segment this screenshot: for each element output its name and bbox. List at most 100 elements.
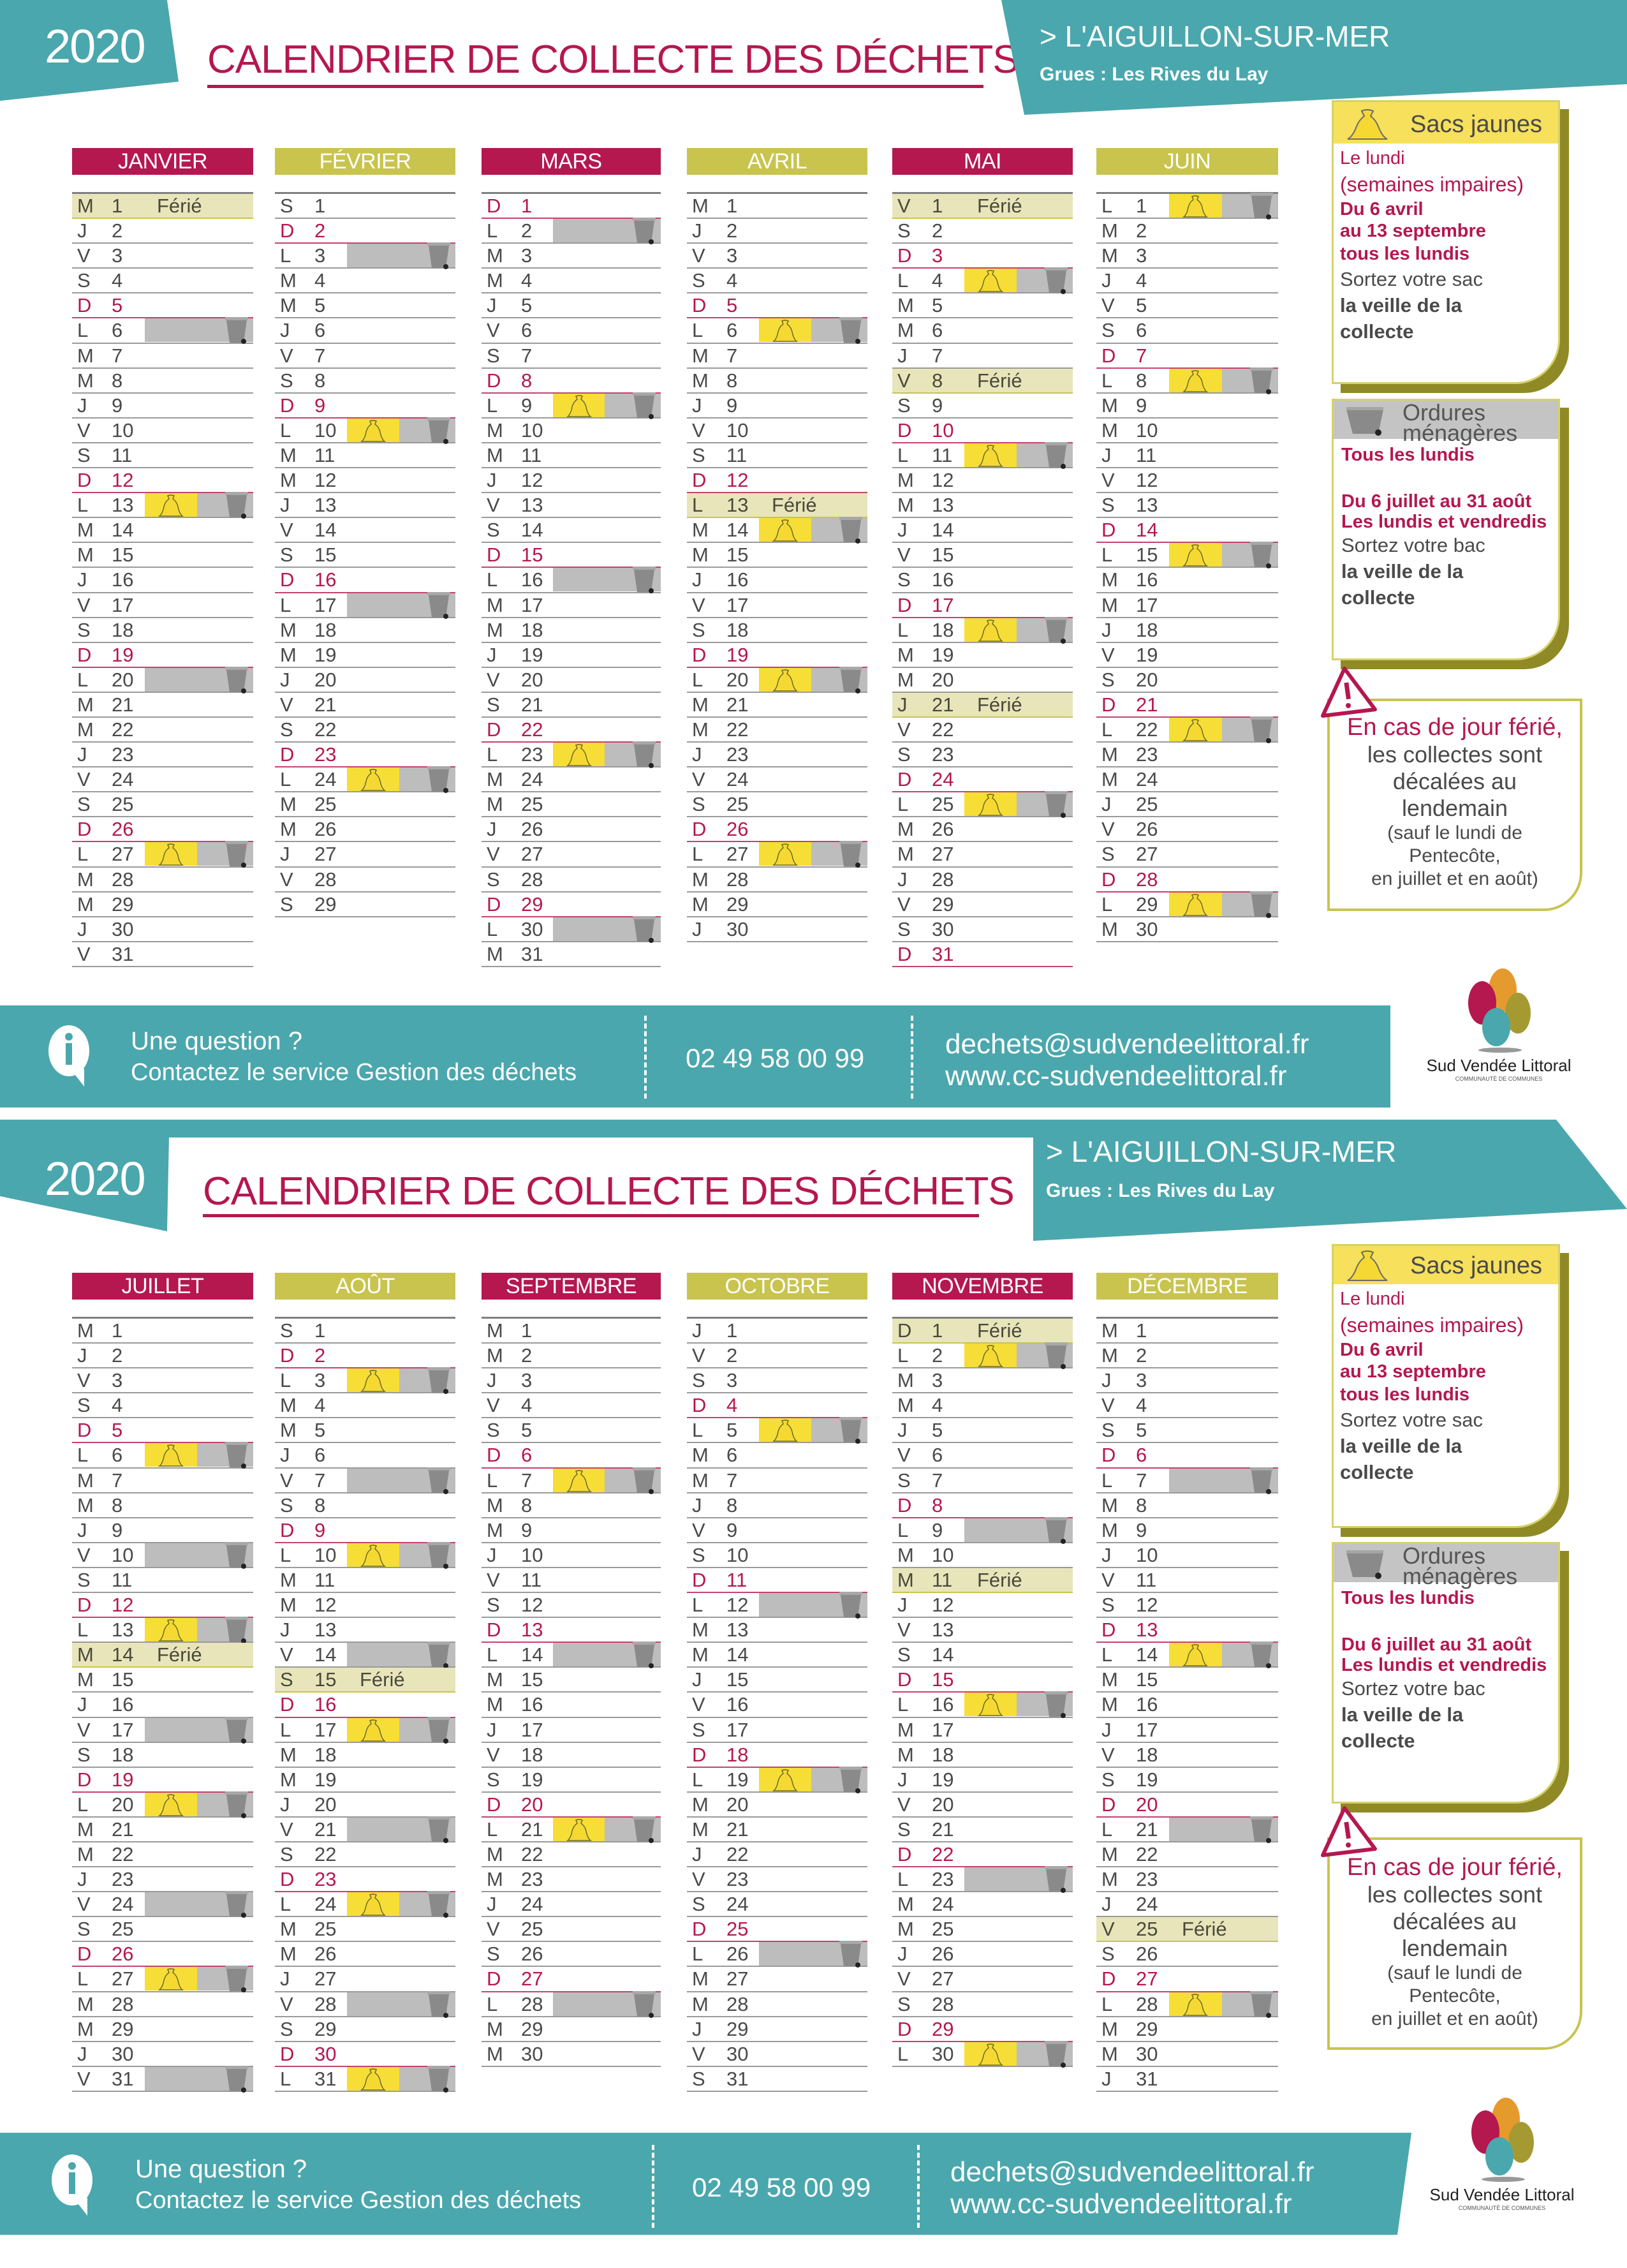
- footer-website-link[interactable]: www.cc-sudvendeelittoral.fr: [945, 1060, 1287, 1092]
- yellow-bag-icon: [977, 445, 1004, 467]
- warning-triangle-icon: [1321, 667, 1377, 718]
- household-waste-collection: [1222, 542, 1278, 569]
- holiday-warning-line: décalées au: [1392, 1908, 1517, 1934]
- household-waste-collection: [553, 1642, 661, 1669]
- day-row: M 28: [72, 1992, 253, 2017]
- yellow-bag-icon: [566, 1469, 593, 1492]
- weekday-letter: M: [692, 1992, 709, 2015]
- weekday-letter: J: [77, 2042, 87, 2065]
- weekday-letter: S: [77, 269, 91, 292]
- weekday-letter: M: [280, 294, 297, 317]
- day-number: 2: [314, 1344, 326, 1367]
- household-waste-collection: [145, 1891, 253, 1918]
- yellow-bag-icon: [1182, 369, 1209, 392]
- yellow-bag-collection: [347, 1543, 399, 1567]
- weekday-letter: D: [280, 394, 295, 417]
- yellow-bag-icon: [1182, 893, 1209, 916]
- day-number: 26: [932, 1943, 954, 1966]
- day-number: 3: [1136, 244, 1147, 267]
- day-row: M 23: [1096, 1867, 1278, 1893]
- weekday-letter: M: [897, 1743, 914, 1766]
- day-row: M 13: [892, 493, 1073, 519]
- day-row-holiday: V 1 Férié: [892, 194, 1073, 219]
- weekday-letter: S: [77, 443, 91, 466]
- weekday-letter: L: [280, 1543, 291, 1566]
- weekday-letter: M: [77, 369, 94, 392]
- weekday-letter: M: [897, 469, 914, 492]
- footer-phone-link[interactable]: 02 49 58 00 99: [686, 1043, 865, 1073]
- day-row: M 15: [72, 543, 253, 568]
- day-row-sunday: D 12: [72, 468, 253, 494]
- weekday-letter: D: [77, 294, 92, 317]
- holiday-label: Férié: [360, 1668, 405, 1691]
- day-row: V 28: [275, 868, 455, 893]
- weekday-letter: D: [692, 1394, 707, 1417]
- day-row-sunday: D 25: [687, 1917, 867, 1943]
- day-number: 2: [932, 1344, 943, 1367]
- day-row: M 22: [482, 1842, 661, 1868]
- day-row: J 12: [482, 468, 661, 494]
- legend-om-line: la veille de la: [1341, 560, 1464, 582]
- day-number: 16: [314, 568, 337, 591]
- day-row: L 13: [72, 492, 253, 519]
- footer-email-link[interactable]: dechets@sudvendeelittoral.fr: [945, 1028, 1309, 1060]
- holiday-warning-box-second: En cas de jour férié, les collectes sont…: [1327, 1837, 1582, 2050]
- weekday-letter: L: [692, 494, 703, 517]
- day-number: 8: [726, 1493, 738, 1516]
- day-row: M 22: [687, 718, 867, 743]
- day-number: 25: [314, 1918, 337, 1941]
- day-number: 4: [521, 269, 533, 292]
- day-number: 27: [521, 1968, 543, 1990]
- weekday-letter: J: [487, 818, 497, 841]
- day-number: 25: [314, 793, 337, 816]
- weekday-letter: M: [280, 443, 297, 466]
- household-waste-collection: [1222, 1642, 1278, 1669]
- day-number: 30: [1136, 2042, 1158, 2065]
- footer-phone-link[interactable]: 02 49 58 00 99: [692, 2172, 871, 2202]
- yellow-bag-icon: [360, 769, 387, 791]
- weekday-letter: L: [692, 1943, 703, 1966]
- day-number: 7: [726, 344, 738, 367]
- weekday-letter: J: [897, 519, 908, 542]
- day-row: S 18: [72, 1743, 253, 1768]
- day-row: V 27: [482, 842, 661, 868]
- weekday-letter: L: [897, 1693, 909, 1716]
- day-number: 8: [521, 369, 533, 392]
- day-number: 16: [521, 568, 543, 591]
- day-row: L 18: [892, 616, 1073, 644]
- yellow-bag-collection: [1169, 892, 1222, 916]
- day-number: 12: [726, 1594, 749, 1617]
- day-number: 22: [521, 718, 543, 741]
- weekday-letter: V: [692, 419, 705, 441]
- year-banner-shape: [0, 0, 179, 101]
- household-waste-collection: [605, 741, 661, 769]
- household-waste-collection: [399, 1541, 455, 1569]
- wheelie-bin-icon: [225, 317, 248, 345]
- logo-subtitle: COMMUNAUTÉ DE COMMUNES: [1458, 2205, 1546, 2211]
- footer-contact-service: Contactez le service Gestion des déchets: [131, 1059, 577, 1086]
- weekday-letter: M: [280, 793, 297, 816]
- day-row: V 19: [1096, 643, 1278, 668]
- weekday-letter: M: [1101, 768, 1118, 791]
- footer-website-link[interactable]: www.cc-sudvendeelittoral.fr: [950, 2188, 1292, 2220]
- weekday-letter: D: [897, 1493, 912, 1516]
- weekday-letter: D: [1101, 1444, 1116, 1467]
- yellow-bag-collection: [145, 1443, 197, 1467]
- footer-email-link[interactable]: dechets@sudvendeelittoral.fr: [950, 2156, 1314, 2188]
- page-title-second: CALENDRIER DE COLLECTE DES DÉCHETS: [203, 1169, 1015, 1213]
- holiday-label: Férié: [157, 195, 202, 217]
- day-number: 21: [521, 693, 543, 716]
- day-number: 12: [521, 1594, 543, 1617]
- weekday-letter: V: [77, 2067, 91, 2090]
- day-number: 2: [726, 1344, 738, 1367]
- weekday-letter: D: [1101, 344, 1116, 367]
- day-row: S 11: [72, 1568, 253, 1594]
- holiday-warning-note: (sauf le lundi de: [1387, 822, 1522, 843]
- day-number: 25: [1136, 1918, 1158, 1941]
- day-number: 4: [932, 269, 943, 292]
- day-row: J 23: [687, 743, 867, 768]
